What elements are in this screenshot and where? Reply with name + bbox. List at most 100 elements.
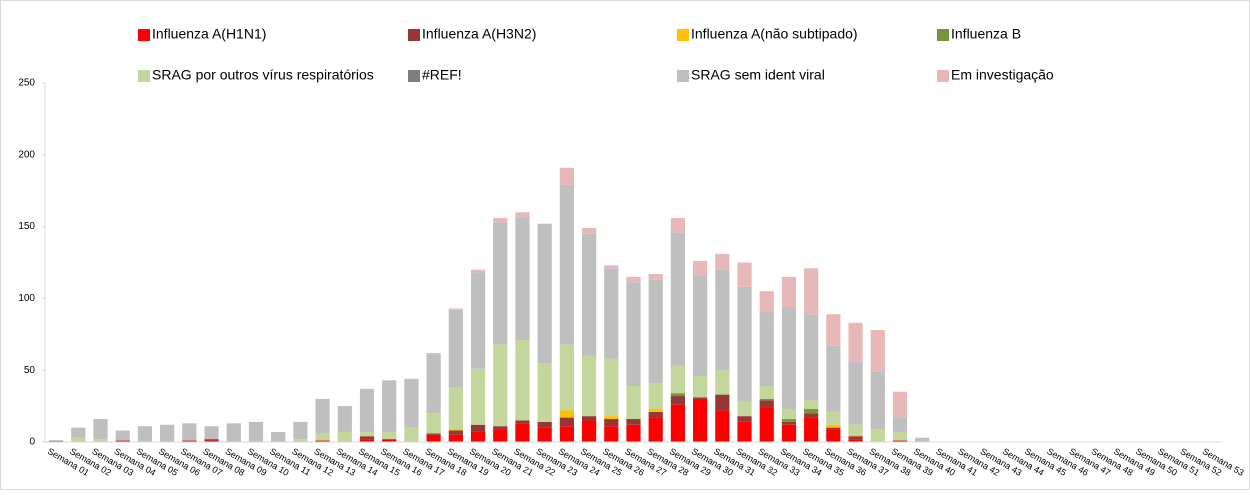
bar-segment: [470, 272, 486, 369]
bar-segment: [515, 423, 530, 442]
bar-segment: [737, 401, 752, 417]
bar-segment: [870, 329, 885, 372]
bar-segment: [626, 424, 641, 442]
bar-segment: [648, 383, 663, 409]
bar-segment: [715, 370, 730, 395]
bar-segment: [71, 437, 86, 442]
bar-segment: [648, 417, 663, 442]
bar-segment: [781, 424, 797, 442]
bar-segment: [515, 217, 530, 341]
bar-segment: [604, 416, 619, 420]
bar-segment: [559, 167, 574, 185]
bar-segment: [826, 429, 841, 442]
bar-segment: [359, 436, 375, 440]
bar-segment: [182, 423, 197, 441]
bar-segment: [493, 344, 508, 427]
bar-segment: [804, 413, 819, 418]
bar-segment: [271, 431, 286, 442]
y-tick-label: 150: [18, 221, 35, 232]
bar-segment: [826, 411, 841, 425]
bar-segment: [470, 424, 486, 432]
bar-segment: [581, 420, 597, 442]
bar-segment: [648, 408, 663, 412]
bar-segment: [826, 427, 841, 430]
bar-segment: [559, 184, 574, 345]
bar-segment: [448, 387, 463, 430]
bar-segment: [426, 354, 441, 414]
bar-segment: [448, 434, 463, 442]
bar-segment: [115, 430, 130, 441]
bar-segment: [892, 431, 908, 441]
bar-segment: [182, 440, 197, 442]
legend-swatch: [937, 70, 949, 82]
legend-label: #REF!: [422, 67, 462, 83]
bar-segment: [804, 268, 819, 315]
bar-segment: [470, 431, 486, 442]
bar-segment: [359, 439, 375, 442]
bar-segment: [515, 340, 530, 421]
bar-segment: [426, 434, 441, 442]
bar-segment: [537, 363, 552, 422]
bar-segment: [759, 398, 774, 401]
bar-segment: [781, 408, 797, 420]
bar-segment: [515, 212, 530, 218]
bar-segment: [337, 406, 352, 432]
legend-label: Influenza A(H1N1): [152, 26, 266, 42]
bar-segment: [293, 421, 308, 440]
bar-segment: [604, 268, 619, 359]
bar-segment: [248, 421, 264, 442]
bar-segment: [382, 380, 397, 432]
bar-segment: [826, 424, 841, 428]
bar-segment: [759, 407, 774, 442]
bar-segment: [915, 437, 930, 442]
bar-segment: [737, 286, 752, 402]
legend-label: Influenza A(não subtipado): [691, 26, 858, 42]
legend-label: Em investigação: [951, 67, 1054, 83]
legend-swatch: [677, 29, 689, 41]
bar-segment: [848, 322, 863, 362]
bar-segment: [826, 345, 841, 412]
bar-segment: [115, 440, 130, 442]
legend-label: Influenza A(H3N2): [422, 26, 536, 42]
bar-segment: [226, 423, 241, 442]
bar-segment: [448, 308, 463, 310]
bar-segment: [581, 233, 597, 356]
bar-segment: [737, 421, 752, 442]
bar-segment: [715, 253, 730, 270]
legend-swatch: [138, 70, 150, 82]
bar-segment: [693, 375, 708, 398]
bar-segment: [848, 436, 863, 440]
bar-segment: [670, 217, 686, 233]
bar-segment: [670, 232, 686, 366]
bar-segment: [892, 391, 908, 418]
bar-segment: [382, 431, 397, 440]
legend-label: SRAG por outros vírus respiratórios: [152, 67, 374, 83]
bar-segment: [759, 385, 774, 399]
bar-segment: [559, 410, 574, 418]
bar-segment: [648, 279, 663, 384]
bar-segment: [493, 429, 508, 442]
bar-segment: [537, 421, 552, 428]
bar-segment: [737, 416, 752, 422]
bar-segment: [404, 427, 419, 442]
bar-segment: [670, 396, 686, 405]
bar-segment: [626, 276, 641, 283]
bar-segment: [93, 439, 108, 442]
bar-segment: [48, 440, 64, 442]
bar-segment: [826, 314, 841, 346]
y-tick-label: 250: [18, 78, 35, 89]
bar-segment: [515, 420, 530, 424]
legend-label: Influenza B: [951, 26, 1021, 42]
legend-swatch: [677, 70, 689, 82]
bar-segment: [137, 426, 153, 442]
bar-segment: [315, 433, 330, 441]
bar-segment: [204, 439, 219, 441]
bar-segment: [693, 398, 708, 442]
bar-segment: [870, 429, 885, 442]
y-tick-label: 0: [29, 437, 35, 448]
bar-segment: [848, 439, 863, 442]
bar-segment: [359, 431, 375, 437]
legend-swatch: [408, 29, 420, 41]
bar-segment: [315, 398, 330, 434]
legend-swatch: [138, 29, 150, 41]
